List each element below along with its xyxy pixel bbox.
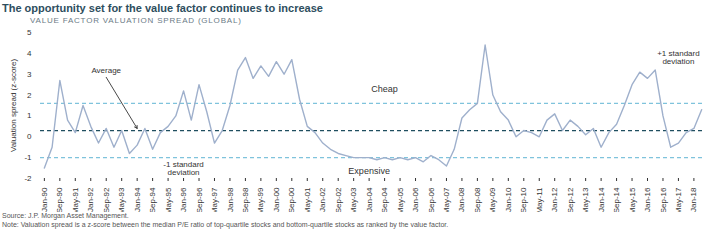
svg-text:4: 4 [27, 49, 32, 58]
svg-text:Jan-98: Jan-98 [226, 187, 235, 212]
svg-text:Average: Average [91, 66, 121, 75]
svg-text:May-01: May-01 [303, 187, 312, 212]
svg-text:May-95: May-95 [164, 187, 173, 212]
svg-text:Sep-90: Sep-90 [55, 187, 64, 212]
svg-text:Sep-92: Sep-92 [102, 187, 111, 212]
svg-text:May-03: May-03 [349, 187, 358, 212]
svg-text:Jan-04: Jan-04 [365, 187, 374, 212]
svg-text:Sep-06: Sep-06 [427, 187, 436, 212]
svg-text:Sep-94: Sep-94 [148, 187, 157, 212]
svg-text:Jan-16: Jan-16 [643, 187, 652, 212]
svg-text:Cheap: Cheap [371, 84, 398, 94]
svg-text:1: 1 [27, 111, 32, 120]
svg-text:May-13: May-13 [581, 187, 590, 212]
svg-text:May-17: May-17 [674, 187, 683, 212]
svg-text:Jan-08: Jan-08 [457, 187, 466, 212]
svg-text:Sep-16: Sep-16 [659, 187, 668, 212]
svg-text:2: 2 [27, 91, 32, 100]
svg-text:Jan-14: Jan-14 [597, 187, 606, 212]
svg-text:May-07: May-07 [442, 187, 451, 212]
svg-text:0: 0 [27, 132, 32, 141]
svg-text:Expensive: Expensive [348, 166, 390, 176]
svg-text:Jan-96: Jan-96 [179, 187, 188, 212]
svg-text:Jan-10: Jan-10 [504, 187, 513, 212]
svg-text:Jan-92: Jan-92 [86, 187, 95, 212]
svg-text:-1 standarddeviation: -1 standarddeviation [163, 160, 203, 177]
svg-text:Sep-14: Sep-14 [612, 187, 621, 212]
svg-text:Sep-04: Sep-04 [380, 187, 389, 212]
svg-text:Valuation spread (z-score): Valuation spread (z-score) [9, 59, 18, 153]
svg-text:May-91: May-91 [71, 187, 80, 212]
svg-text:May-09: May-09 [488, 187, 497, 212]
svg-text:Sep-12: Sep-12 [566, 187, 575, 212]
svg-text:Jan-06: Jan-06 [411, 187, 420, 212]
svg-text:5: 5 [27, 28, 32, 37]
svg-text:Jan-00: Jan-00 [272, 187, 281, 212]
svg-text:Sep-02: Sep-02 [334, 187, 343, 212]
svg-text:Sep-08: Sep-08 [473, 187, 482, 212]
svg-text:May-11: May-11 [535, 187, 544, 212]
svg-text:Sep-00: Sep-00 [287, 187, 296, 212]
svg-text:-2: -2 [24, 174, 32, 183]
svg-text:Sep-10: Sep-10 [519, 187, 528, 212]
svg-text:May-05: May-05 [396, 187, 405, 212]
svg-text:May-99: May-99 [256, 187, 265, 212]
html-text:Note: Valuation spread is a z-: Note: Valuation spread is a z-score betw… [2, 220, 449, 228]
html-text:VALUE FACTOR VALUATION SPREAD: VALUE FACTOR VALUATION SPREAD (GLOBAL) [30, 16, 242, 25]
svg-text:May-93: May-93 [117, 187, 126, 212]
svg-text:Jan-90: Jan-90 [40, 187, 49, 212]
svg-text:-1: -1 [24, 153, 32, 162]
svg-text:Jan-02: Jan-02 [318, 187, 327, 212]
svg-text:Sep-96: Sep-96 [195, 187, 204, 212]
svg-text:3: 3 [27, 70, 32, 79]
html-text:Source: J.P. Morgan Asset Mana: Source: J.P. Morgan Asset Management. [2, 212, 129, 219]
svg-text:Jan-18: Jan-18 [689, 187, 698, 212]
svg-text:May-97: May-97 [210, 187, 219, 212]
svg-text:Sep-98: Sep-98 [241, 187, 250, 212]
svg-text:May-15: May-15 [628, 187, 637, 212]
svg-text:+1 standarddeviation: +1 standarddeviation [657, 49, 699, 66]
html-text:The opportunity set for the va: The opportunity set for the value factor… [2, 2, 323, 14]
svg-text:Jan-94: Jan-94 [133, 187, 142, 212]
svg-text:Jan-12: Jan-12 [550, 187, 559, 212]
